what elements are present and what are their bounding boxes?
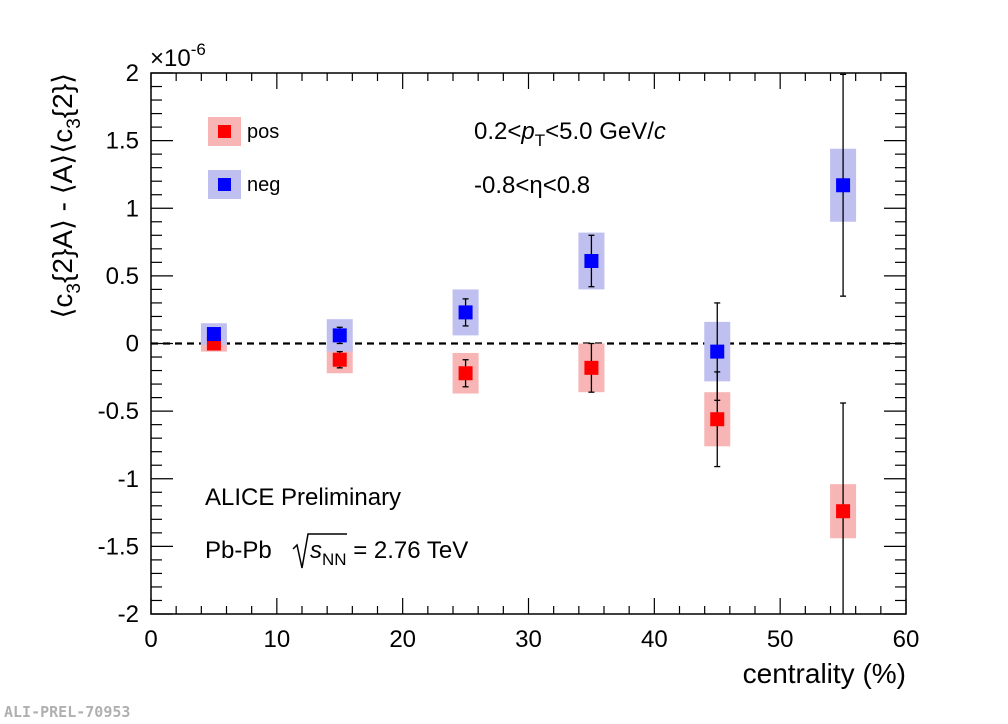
system-prefix: Pb-Pb bbox=[205, 537, 272, 564]
data-point-neg bbox=[836, 178, 851, 193]
x-tick-label: 20 bbox=[389, 626, 416, 653]
x-axis-title: centrality (%) bbox=[743, 658, 906, 689]
data-point-pos bbox=[836, 504, 851, 519]
y-tick-label: -2 bbox=[118, 601, 139, 628]
data-point-neg bbox=[710, 344, 725, 359]
data-point-pos bbox=[584, 360, 599, 375]
data-point-pos bbox=[710, 412, 725, 427]
y-tick-label: 1 bbox=[126, 195, 139, 222]
y-tick-label: -0.5 bbox=[98, 398, 139, 425]
y-tick-label: 0 bbox=[126, 331, 139, 358]
legend-neg-label: neg bbox=[247, 174, 280, 196]
tick-labels: 0 10 20 30 40 50 60 -2 -1.5 -1 -0.5 0 0.5 1 1.5 2 bbox=[98, 60, 920, 653]
sqrt-energy: sNN = 2.76 TeV bbox=[310, 537, 468, 569]
pt-c: c bbox=[654, 118, 666, 145]
sqrt-symbol bbox=[292, 533, 347, 569]
y-title-part-1: ⟨c bbox=[47, 294, 78, 319]
data-point-neg bbox=[458, 305, 473, 320]
data-point-neg bbox=[584, 253, 599, 268]
experiment-label: ALICE Preliminary bbox=[205, 484, 401, 511]
y-title-sub-2: 3 bbox=[64, 118, 85, 129]
pt-mid: <5.0 GeV/ bbox=[545, 118, 654, 145]
x-tick-label: 30 bbox=[515, 626, 542, 653]
tick-layer bbox=[150, 72, 907, 615]
x-tick-label: 40 bbox=[641, 626, 668, 653]
y-axis-title: ⟨c3{2}A⟩ - ⟨A⟩⟨c3{2}⟩ bbox=[47, 73, 85, 319]
y-tick-label: 2 bbox=[126, 60, 139, 87]
x-tick-label: 10 bbox=[263, 626, 290, 653]
x-tick-label: 50 bbox=[767, 626, 794, 653]
collision-system-label: Pb-Pb sNN = 2.76 TeV bbox=[205, 533, 468, 569]
y-multiplier: ×10-6 bbox=[150, 40, 206, 72]
data-point-neg bbox=[206, 327, 221, 342]
y-tick-label: 0.5 bbox=[106, 263, 139, 290]
y-title-sub-1: 3 bbox=[64, 283, 85, 294]
pt-range-annotation: 0.2<pT<5.0 GeV/c bbox=[474, 118, 666, 150]
data-point-pos bbox=[332, 352, 347, 367]
pt-var: p bbox=[520, 118, 534, 145]
legend-pos-marker bbox=[218, 125, 231, 138]
pt-sub: T bbox=[535, 131, 545, 150]
pt-prefix: 0.2< bbox=[474, 118, 521, 145]
y-tick-label: 1.5 bbox=[106, 128, 139, 155]
y-multiplier-exp: -6 bbox=[191, 40, 206, 59]
x-tick-label: 0 bbox=[144, 626, 157, 653]
y-tick-label: -1.5 bbox=[98, 533, 139, 560]
data-point-neg bbox=[332, 328, 347, 343]
x-tick-label: 60 bbox=[893, 626, 920, 653]
y-multiplier-base: ×10 bbox=[150, 45, 191, 72]
legend-item-pos: pos bbox=[208, 117, 279, 146]
legend-item-neg: neg bbox=[208, 170, 280, 199]
y-tick-label: -1 bbox=[118, 466, 139, 493]
data-point-pos bbox=[458, 366, 473, 381]
sqrt-sub: NN bbox=[322, 550, 347, 569]
eta-range-annotation: -0.8<η<0.8 bbox=[474, 172, 590, 199]
legend-neg-marker bbox=[218, 178, 231, 191]
watermark: ALI-PREL-70953 bbox=[4, 703, 131, 721]
sqrt-s: s bbox=[310, 537, 322, 564]
energy-value: = 2.76 TeV bbox=[347, 537, 469, 564]
data-points bbox=[206, 178, 851, 519]
legend: pos neg bbox=[208, 117, 280, 199]
y-title-part-2: {2}A⟩ - ⟨A⟩⟨c bbox=[47, 129, 78, 283]
legend-pos-label: pos bbox=[247, 121, 279, 143]
y-title-part-3: {2}⟩ bbox=[47, 73, 78, 118]
